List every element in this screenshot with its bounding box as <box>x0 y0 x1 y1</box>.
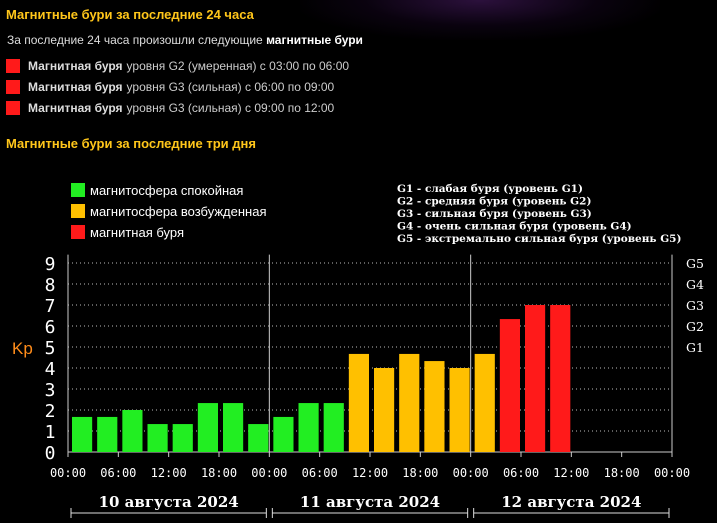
kp-bar <box>474 353 495 452</box>
three-day-title: Магнитные бури за последние три дня <box>6 136 256 151</box>
legend-swatch <box>71 183 85 197</box>
last-24h-intro: За последние 24 часа произошли следующие… <box>7 33 363 47</box>
x-tick-label: 00:00 <box>50 466 86 480</box>
legend-swatch <box>71 204 85 218</box>
x-tick-label: 00:00 <box>453 466 489 480</box>
kp-bar <box>223 403 244 452</box>
kp-bar <box>348 353 369 452</box>
g-tick-label: G4 <box>686 277 704 292</box>
kp-bar <box>273 416 294 452</box>
x-tick-label: 12:00 <box>352 466 388 480</box>
kp-bar <box>172 424 193 452</box>
storm-list: Магнитная буря уровня G2 (умеренная) с 0… <box>6 55 349 118</box>
kp-bar <box>323 403 344 452</box>
kp-bar <box>248 424 269 452</box>
g-tick-label: G1 <box>686 340 704 355</box>
g-legend-item: G1 - слабая буря (уровень G1) <box>397 183 583 195</box>
storm-item-bold: Магнитная буря <box>28 58 123 73</box>
day-label: 10 августа 2024 <box>99 493 239 511</box>
storm-item: Магнитная буря уровня G3 (сильная) с 09:… <box>6 97 349 118</box>
y-tick-label: 6 <box>45 317 56 338</box>
y-tick-label: 5 <box>45 338 56 359</box>
kp-bar <box>97 416 118 452</box>
y-tick-label: 8 <box>45 275 56 296</box>
g-legend-item: G2 - средняя буря (уровень G2) <box>397 196 591 208</box>
day-label: 12 августа 2024 <box>501 493 641 511</box>
legend-label: магнитная буря <box>90 225 184 240</box>
y-axis-label: Kp <box>12 339 33 358</box>
kp-chart: магнитосфера спокойная магнитосфера возбу… <box>12 183 704 518</box>
x-tick-label: 06:00 <box>100 466 136 480</box>
x-tick-label: 18:00 <box>604 466 640 480</box>
y-tick-label: 3 <box>45 380 56 401</box>
g-tick-label: G3 <box>686 298 704 313</box>
storm-item: Магнитная буря уровня G2 (умеренная) с 0… <box>6 55 349 76</box>
kp-bar <box>525 305 546 452</box>
legend-label: магнитосфера спокойная <box>90 183 243 198</box>
g-tick-label: G2 <box>686 319 704 334</box>
storm-item-text: уровня G3 (сильная) с 06:00 по 09:00 <box>126 79 335 94</box>
y-tick-label: 7 <box>45 296 56 317</box>
y-tick-label: 4 <box>45 359 56 380</box>
legend-label: магнитосфера возбужденная <box>90 204 267 219</box>
day-label: 11 августа 2024 <box>300 493 440 511</box>
kp-bar <box>122 410 143 452</box>
storm-item-bold: Магнитная буря <box>28 79 123 94</box>
g-legend-item: G5 - экстремально сильная буря (уровень … <box>397 233 681 245</box>
storm-item-bold: Магнитная буря <box>28 100 123 115</box>
storm-marker-icon <box>6 79 20 94</box>
kp-bar <box>424 361 445 452</box>
kp-bar <box>374 368 395 452</box>
x-tick-label: 12:00 <box>553 466 589 480</box>
x-tick-label: 06:00 <box>503 466 539 480</box>
x-tick-label: 18:00 <box>402 466 438 480</box>
kp-bar <box>499 319 520 452</box>
storm-item-text: уровня G3 (сильная) с 09:00 по 12:00 <box>126 100 335 115</box>
intro-bold: магнитные бури <box>266 33 363 47</box>
kp-bar <box>147 424 168 452</box>
kp-bar <box>449 368 470 452</box>
x-tick-label: 18:00 <box>201 466 237 480</box>
x-tick-label: 06:00 <box>302 466 338 480</box>
y-tick-label: 2 <box>45 401 56 422</box>
x-tick-label: 12:00 <box>151 466 187 480</box>
kp-bar <box>197 403 218 452</box>
storm-item-text: уровня G2 (умеренная) с 03:00 по 06:00 <box>126 58 350 73</box>
g-legend-item: G3 - сильная буря (уровень G3) <box>397 208 592 220</box>
y-tick-label: 9 <box>45 254 56 275</box>
y-tick-label: 1 <box>45 422 56 443</box>
x-tick-label: 00:00 <box>251 466 287 480</box>
kp-bar <box>298 403 319 452</box>
storm-marker-icon <box>6 58 20 73</box>
storm-item: Магнитная буря уровня G3 (сильная) с 06:… <box>6 76 349 97</box>
kp-bar <box>72 416 93 452</box>
g-tick-label: G5 <box>686 256 704 271</box>
storm-marker-icon <box>6 100 20 115</box>
kp-bar <box>550 305 571 452</box>
kp-bar <box>399 353 420 452</box>
intro-text: За последние 24 часа произошли следующие <box>7 33 263 47</box>
legend-swatch <box>71 225 85 239</box>
last-24h-title: Магнитные бури за последние 24 часа <box>6 7 254 22</box>
g-legend-item: G4 - очень сильная буря (уровень G4) <box>397 221 632 233</box>
y-tick-label: 0 <box>45 443 56 464</box>
header-glow <box>300 0 660 40</box>
x-tick-label: 00:00 <box>654 466 690 480</box>
